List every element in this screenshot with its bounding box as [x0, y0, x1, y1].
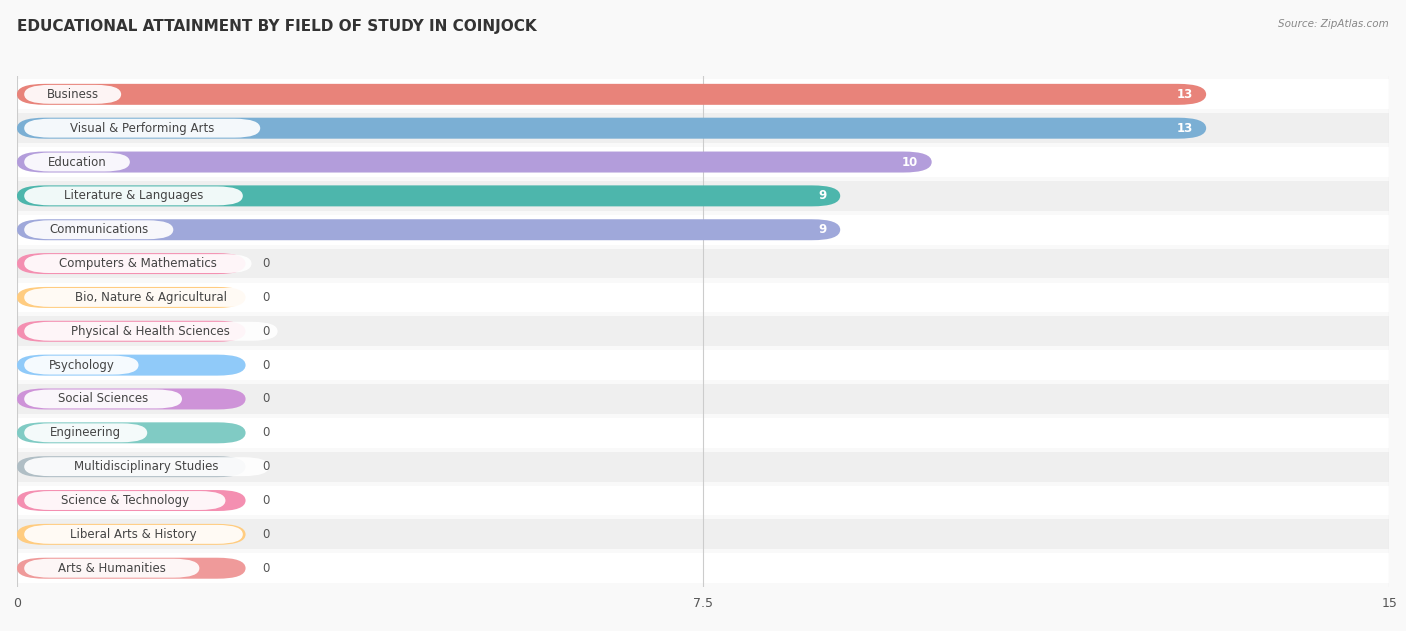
- Text: Engineering: Engineering: [51, 427, 121, 439]
- FancyBboxPatch shape: [17, 350, 1389, 380]
- FancyBboxPatch shape: [24, 491, 225, 510]
- FancyBboxPatch shape: [17, 384, 1389, 414]
- FancyBboxPatch shape: [24, 525, 243, 544]
- Text: Source: ZipAtlas.com: Source: ZipAtlas.com: [1278, 19, 1389, 29]
- FancyBboxPatch shape: [17, 253, 246, 274]
- Text: Literature & Languages: Literature & Languages: [63, 189, 204, 203]
- FancyBboxPatch shape: [24, 119, 260, 138]
- Text: Education: Education: [48, 155, 107, 168]
- FancyBboxPatch shape: [17, 321, 246, 342]
- FancyBboxPatch shape: [17, 249, 1389, 278]
- FancyBboxPatch shape: [17, 316, 1389, 346]
- FancyBboxPatch shape: [17, 186, 841, 206]
- FancyBboxPatch shape: [17, 452, 1389, 481]
- Text: Bio, Nature & Agricultural: Bio, Nature & Agricultural: [75, 291, 226, 304]
- FancyBboxPatch shape: [17, 355, 246, 375]
- Text: 10: 10: [901, 155, 918, 168]
- FancyBboxPatch shape: [24, 559, 200, 577]
- Text: Liberal Arts & History: Liberal Arts & History: [70, 528, 197, 541]
- FancyBboxPatch shape: [24, 423, 148, 442]
- FancyBboxPatch shape: [17, 181, 1389, 211]
- Text: 0: 0: [262, 494, 270, 507]
- FancyBboxPatch shape: [17, 215, 1389, 245]
- FancyBboxPatch shape: [17, 80, 1389, 109]
- FancyBboxPatch shape: [24, 389, 181, 408]
- Text: 0: 0: [262, 291, 270, 304]
- FancyBboxPatch shape: [17, 147, 1389, 177]
- FancyBboxPatch shape: [17, 558, 246, 579]
- Text: 0: 0: [262, 427, 270, 439]
- FancyBboxPatch shape: [17, 553, 1389, 583]
- FancyBboxPatch shape: [17, 118, 1206, 139]
- Text: Multidisciplinary Studies: Multidisciplinary Studies: [75, 460, 219, 473]
- Text: 0: 0: [262, 562, 270, 575]
- FancyBboxPatch shape: [17, 486, 1389, 516]
- FancyBboxPatch shape: [17, 490, 246, 511]
- FancyBboxPatch shape: [17, 283, 1389, 312]
- Text: 0: 0: [262, 358, 270, 372]
- Text: 9: 9: [818, 189, 827, 203]
- FancyBboxPatch shape: [17, 287, 246, 308]
- FancyBboxPatch shape: [24, 254, 252, 273]
- FancyBboxPatch shape: [17, 422, 246, 444]
- FancyBboxPatch shape: [24, 85, 121, 103]
- FancyBboxPatch shape: [17, 151, 932, 172]
- Text: Visual & Performing Arts: Visual & Performing Arts: [70, 122, 214, 134]
- Text: EDUCATIONAL ATTAINMENT BY FIELD OF STUDY IN COINJOCK: EDUCATIONAL ATTAINMENT BY FIELD OF STUDY…: [17, 19, 537, 34]
- FancyBboxPatch shape: [17, 519, 1389, 549]
- Text: Computers & Mathematics: Computers & Mathematics: [59, 257, 217, 270]
- FancyBboxPatch shape: [17, 524, 246, 545]
- Text: Psychology: Psychology: [48, 358, 114, 372]
- Text: 0: 0: [262, 257, 270, 270]
- Text: 13: 13: [1177, 122, 1192, 134]
- FancyBboxPatch shape: [24, 457, 269, 476]
- FancyBboxPatch shape: [24, 356, 139, 375]
- Text: Social Sciences: Social Sciences: [58, 392, 148, 406]
- Text: Arts & Humanities: Arts & Humanities: [58, 562, 166, 575]
- FancyBboxPatch shape: [24, 186, 243, 205]
- FancyBboxPatch shape: [24, 153, 129, 172]
- FancyBboxPatch shape: [24, 322, 277, 341]
- Text: Physical & Health Sciences: Physical & Health Sciences: [72, 325, 231, 338]
- Text: 0: 0: [262, 392, 270, 406]
- Text: 13: 13: [1177, 88, 1192, 101]
- FancyBboxPatch shape: [17, 84, 1206, 105]
- Text: 0: 0: [262, 528, 270, 541]
- FancyBboxPatch shape: [24, 220, 173, 239]
- FancyBboxPatch shape: [17, 389, 246, 410]
- Text: 0: 0: [262, 460, 270, 473]
- FancyBboxPatch shape: [17, 114, 1389, 143]
- FancyBboxPatch shape: [17, 418, 1389, 448]
- FancyBboxPatch shape: [17, 456, 246, 477]
- FancyBboxPatch shape: [24, 288, 277, 307]
- Text: 9: 9: [818, 223, 827, 236]
- Text: Business: Business: [46, 88, 98, 101]
- Text: 0: 0: [262, 325, 270, 338]
- Text: Communications: Communications: [49, 223, 149, 236]
- Text: Science & Technology: Science & Technology: [60, 494, 188, 507]
- FancyBboxPatch shape: [17, 219, 841, 240]
